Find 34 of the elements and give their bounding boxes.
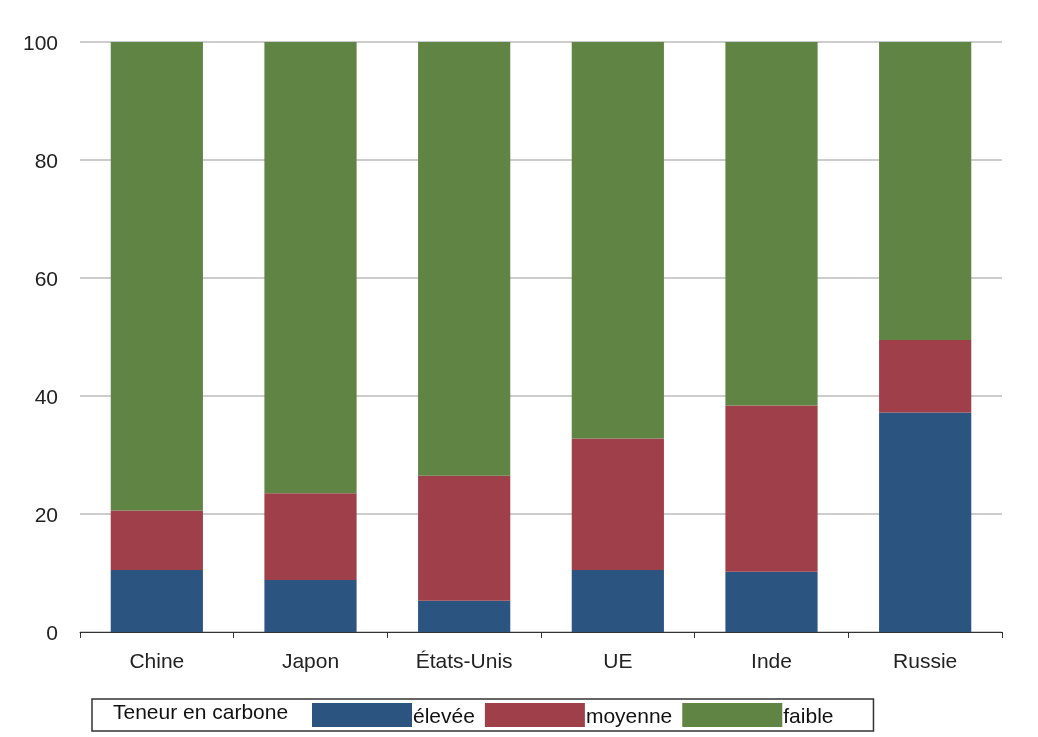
bar — [571, 42, 664, 439]
bar — [418, 42, 511, 476]
bar — [110, 42, 203, 511]
bar — [879, 42, 972, 340]
legend-title: Teneur en carbone — [113, 700, 289, 723]
bar — [725, 571, 818, 632]
bar — [418, 600, 511, 632]
y-tick-label: 20 — [34, 502, 58, 526]
y-tick-label: 40 — [34, 384, 58, 408]
x-tick-label: États-Unis — [415, 649, 513, 672]
bar — [571, 438, 664, 571]
legend-label: moyenne — [585, 703, 673, 727]
x-tick-label: Russie — [893, 649, 958, 672]
legend-label: élevée — [413, 703, 475, 727]
bar — [725, 405, 818, 572]
legend-label: faible — [783, 703, 834, 727]
bar — [264, 493, 357, 581]
bar — [110, 570, 203, 632]
bar — [571, 570, 664, 632]
bar — [264, 42, 357, 494]
x-tick-label: UE — [603, 649, 633, 672]
y-tick-label: 60 — [34, 266, 58, 290]
y-tick-label: 80 — [34, 148, 58, 172]
bar — [264, 580, 357, 632]
bar — [879, 339, 972, 413]
bar — [725, 42, 818, 406]
y-tick-label: 100 — [22, 30, 58, 54]
x-tick-label: Chine — [129, 649, 185, 672]
x-tick-label: Japon — [281, 649, 340, 672]
bar — [418, 475, 511, 601]
y-tick-label: 0 — [46, 620, 58, 644]
bar — [110, 510, 203, 571]
x-tick-label: Inde — [751, 649, 792, 672]
bar — [879, 412, 972, 632]
